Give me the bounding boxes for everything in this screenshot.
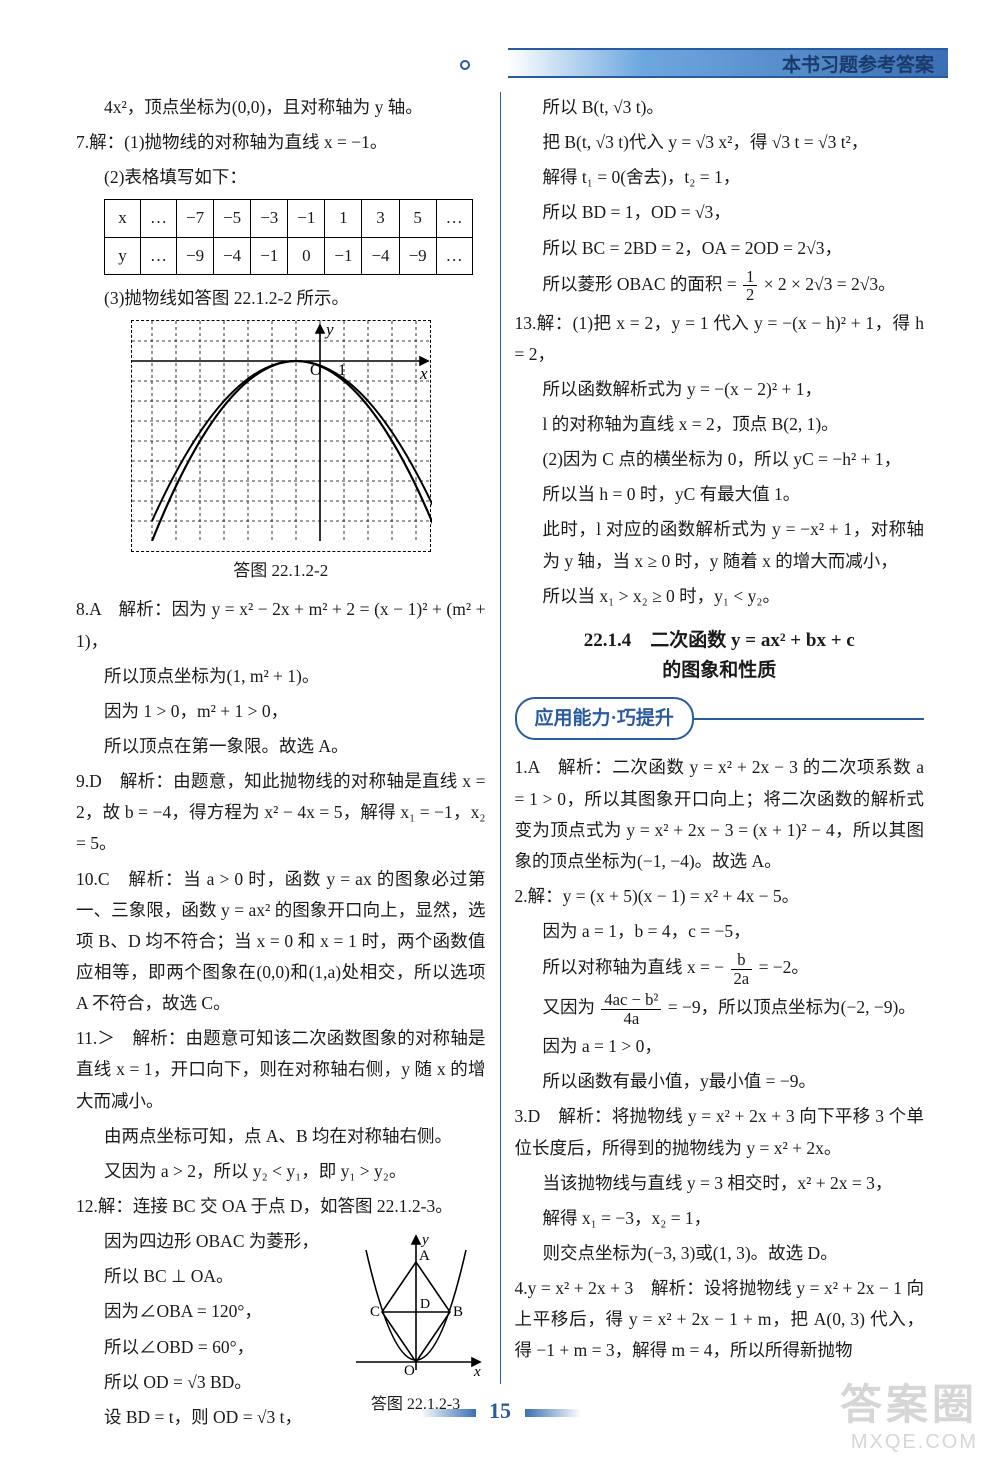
- p6b: 4x²，顶点坐标为(0,0)，且对称轴为 y 轴。: [76, 92, 486, 123]
- fig1-caption: 答图 22.1.2-2: [76, 556, 486, 586]
- p11b: 由两点坐标可知，点 A、B 均在对称轴右侧。: [76, 1121, 486, 1152]
- p8c: 因为 1 > 0，m² + 1 > 0，: [76, 696, 486, 727]
- content-columns: 4x²，顶点坐标为(0,0)，且对称轴为 y 轴。 7.解：(1)抛物线的对称轴…: [62, 92, 938, 1384]
- p7b: (2)表格填写如下：: [76, 162, 486, 193]
- q3d: 则交点坐标为(−3, 3)或(1, 3)。故选 D。: [515, 1238, 925, 1269]
- p13e: 所以当 h = 0 时，yC 有最大值 1。: [515, 479, 925, 510]
- p7c: (3)抛物线如答图 22.1.2-2 所示。: [76, 283, 486, 314]
- frac-4ac: 4ac − b² 4a: [601, 991, 661, 1027]
- svg-text:O: O: [404, 1363, 415, 1379]
- right-column: 所以 B(t, √3 t)。 把 B(t, √3 t)代入 y = √3 x²，…: [501, 92, 939, 1384]
- value-table: x … −7 −5 −3 −1 1 3 5 … y … −9 −4 −1 0 −…: [104, 199, 473, 275]
- p13c: l 的对称轴为直线 x = 2，顶点 B(2, 1)。: [515, 409, 925, 440]
- p8: 8.A 解析：因为 y = x² − 2x + m² + 2 = (x − 1)…: [76, 594, 486, 656]
- q2: 2.解：y = (x + 5)(x − 1) = x² + 4x − 5。: [515, 881, 925, 912]
- p13b: 所以函数解析式为 y = −(x − 2)² + 1，: [515, 374, 925, 405]
- pill-label: 应用能力·巧提升: [515, 697, 694, 741]
- p9: 9.D 解析：由题意，知此抛物线的对称轴是直线 x = 2，故 b = −4，得…: [76, 766, 486, 859]
- q3c: 解得 x₁ = −3，x₂ = 1，: [515, 1203, 925, 1234]
- p13d: (2)因为 C 点的横坐标为 0，所以 yC = −h² + 1，: [515, 444, 925, 475]
- q2b: 因为 a = 1，b = 4，c = −5，: [515, 916, 925, 947]
- q1: 1.A 解析：二次函数 y = x² + 2x − 3 的二次项系数 a = 1…: [515, 752, 925, 877]
- svg-text:C: C: [370, 1304, 380, 1320]
- q2f: 所以函数有最小值，y最小值 = −9。: [515, 1066, 925, 1097]
- svg-text:y: y: [324, 321, 334, 339]
- p13f: 此时，l 对应的函数解析式为 y = −x² + 1，对称轴为 y 轴，当 x …: [515, 514, 925, 576]
- svg-text:x: x: [419, 364, 428, 383]
- pill-line: [692, 718, 924, 720]
- page-bar-left: [420, 1409, 476, 1417]
- q2c: 所以对称轴为直线 x = − b 2a = −2。: [515, 951, 925, 987]
- r5: 所以 BC = 2BD = 2，OA = 2OD = 2√3，: [515, 233, 925, 264]
- svg-text:y: y: [420, 1232, 429, 1248]
- q3: 3.D 解析：将抛物线 y = x² + 2x + 3 向下平移 3 个单位长度…: [515, 1101, 925, 1163]
- p7a: 7.解：(1)抛物线的对称轴为直线 x = −1。: [76, 127, 486, 158]
- p11c: 又因为 a > 2，所以 y₂ < y₁，即 y₁ > y₂。: [76, 1156, 486, 1187]
- frac-half: 1 2: [743, 268, 757, 304]
- r2: 把 B(t, √3 t)代入 y = √3 x²，得 √3 t = √3 t²，: [515, 127, 925, 158]
- table-row: y … −9 −4 −1 0 −1 −4 −9 …: [105, 237, 473, 274]
- svg-text:B: B: [453, 1304, 463, 1320]
- frac-b2a: b 2a: [731, 951, 753, 987]
- svg-text:A: A: [419, 1248, 430, 1264]
- parabola-figure: O 1 x y: [131, 320, 431, 552]
- p13: 13.解：(1)把 x = 2，y = 1 代入 y = −(x − h)² +…: [515, 308, 925, 370]
- header-dot: [460, 60, 470, 70]
- r4: 所以 BD = 1，OD = √3，: [515, 197, 925, 228]
- pill-heading: 应用能力·巧提升: [515, 697, 925, 741]
- header-banner: 本书习题参考答案: [508, 48, 948, 78]
- p13g: 所以当 x₁ > x₂ ≥ 0 时，y₁ < y₂。: [515, 581, 925, 612]
- rhombus-figure: A B C D O x y 答图 22.1.2-3: [346, 1230, 486, 1419]
- left-column: 4x²，顶点坐标为(0,0)，且对称轴为 y 轴。 7.解：(1)抛物线的对称轴…: [62, 92, 501, 1384]
- watermark-line2: MXQE.COM: [840, 1430, 978, 1454]
- section-heading: 22.1.4 二次函数 y = ax² + bx + c 的图象和性质: [515, 626, 925, 687]
- p11: 11.＞ 解析：由题意可知该二次函数图象的对称轴是直线 x = 1，开口向下，则…: [76, 1023, 486, 1116]
- q4: 4.y = x² + 2x + 3 解析：设将抛物线 y = x² + 2x −…: [515, 1273, 925, 1366]
- header-title: 本书习题参考答案: [782, 50, 934, 77]
- q2d: 又因为 4ac − b² 4a = −9，所以顶点坐标为(−2, −9)。: [515, 991, 925, 1027]
- watermark: 答案圈 MXQE.COM: [840, 1380, 978, 1454]
- r1: 所以 B(t, √3 t)。: [515, 92, 925, 123]
- p12: 12.解：连接 BC 交 OA 于点 D，如答图 22.1.2-3。: [76, 1191, 486, 1222]
- watermark-line1: 答案圈: [840, 1380, 978, 1430]
- page-bar-right: [525, 1409, 581, 1417]
- p10: 10.C 解析：当 a > 0 时，函数 y = ax 的图象必过第一、三象限，…: [76, 864, 486, 1020]
- q3b: 当该抛物线与直线 y = 3 相交时，x² + 2x = 3，: [515, 1168, 925, 1199]
- q2e: 因为 a = 1 > 0，: [515, 1031, 925, 1062]
- svg-text:D: D: [420, 1297, 430, 1312]
- svg-text:x: x: [473, 1364, 481, 1380]
- r3: 解得 t₁ = 0(舍去)，t₂ = 1，: [515, 162, 925, 193]
- r6: 所以菱形 OBAC 的面积 = 1 2 × 2 × 2√3 = 2√3。: [515, 268, 925, 304]
- p8b: 所以顶点坐标为(1, m² + 1)。: [76, 661, 486, 692]
- p8d: 所以顶点在第一象限。故选 A。: [76, 731, 486, 762]
- table-row: x … −7 −5 −3 −1 1 3 5 …: [105, 200, 473, 237]
